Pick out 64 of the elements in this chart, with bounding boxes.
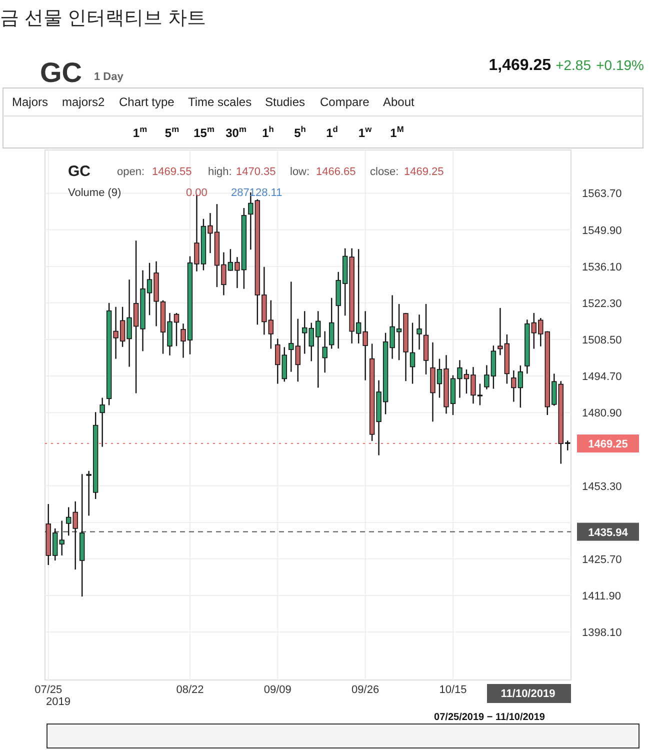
ref-line-label: 1435.94 — [588, 526, 629, 539]
text: 1,469.25 — [488, 57, 552, 74]
text: Studies — [265, 95, 306, 109]
y-tick-label: 1453.30 — [582, 480, 622, 493]
chart-title: 금 선물 인터랙티브 차트 — [0, 8, 206, 29]
candlestick — [100, 397, 105, 448]
text: 11/10/2019 — [500, 688, 556, 700]
y-tick-label: 1494.70 — [582, 371, 622, 384]
x-tick-label: 08/22 — [176, 684, 204, 696]
candlestick — [59, 520, 64, 556]
text: 1$^{w}$ — [358, 124, 372, 140]
ref-line-label: 1469.25 — [588, 438, 628, 450]
text: 1$^{h}$ — [262, 124, 274, 140]
annotation: GC — [68, 163, 91, 180]
text: 1 Day — [94, 71, 124, 83]
y-tick-label: 1522.30 — [582, 298, 622, 310]
annotation: close: — [370, 166, 399, 178]
annotation: 1466.65 — [316, 166, 356, 178]
annotation: 287128.11 — [231, 187, 282, 199]
candlestick — [322, 330, 328, 374]
text: Chart type — [119, 95, 175, 109]
text: 07/25/2019 − 11/10/2019 — [434, 712, 546, 723]
candlestick — [288, 281, 294, 372]
text: 5$^{h}$ — [294, 124, 306, 140]
annotation: low: — [290, 166, 310, 178]
text: GC — [40, 57, 82, 88]
text: 1$^{M}$ — [390, 124, 404, 140]
text: +2.85 — [556, 57, 592, 73]
text: majors2 — [62, 95, 106, 109]
x-tick-label: 09/26 — [352, 684, 380, 696]
y-tick-label: 1480.90 — [582, 408, 622, 420]
text: Compare — [320, 95, 370, 109]
candlestick — [416, 314, 422, 350]
text: Time scales — [188, 95, 252, 109]
x-tick-label: 07/25 — [34, 684, 62, 696]
annotation: 1469.55 — [152, 166, 192, 178]
text: 1$^{d}$ — [326, 124, 338, 140]
x-tick-label: 10/15 — [439, 684, 467, 696]
text: 2019 — [46, 696, 70, 708]
y-tick-label: 1398.10 — [582, 627, 622, 640]
y-tick-label: 1508.50 — [582, 334, 622, 346]
annotation: Volume (9) — [68, 187, 122, 199]
x-tick-label: 09/09 — [264, 684, 292, 696]
y-tick-label: 1536.10 — [582, 261, 622, 274]
y-tick-label: 1411.90 — [582, 590, 621, 602]
text: 15$^{m}$ — [194, 124, 214, 140]
text: 1$^{m}$ — [132, 124, 148, 140]
y-tick-label: 1549.90 — [582, 224, 622, 237]
text: About — [383, 95, 416, 109]
annotation: 1470.35 — [236, 166, 276, 178]
candlestick — [295, 318, 300, 382]
text: 5$^{m}$ — [164, 124, 180, 140]
y-tick-label: 1425.70 — [582, 554, 622, 566]
annotation: 0.00 — [186, 187, 208, 199]
text: 30$^{m}$ — [226, 124, 246, 140]
candlestick — [302, 310, 308, 354]
annotation: 1469.25 — [404, 166, 444, 178]
annotation: high: — [208, 166, 232, 178]
candlestick — [329, 297, 334, 350]
candlestick — [410, 322, 416, 384]
text: +0.19% — [596, 57, 644, 73]
annotation: open: — [117, 166, 145, 178]
text: Majors — [12, 95, 48, 109]
y-tick-label: 1563.70 — [582, 188, 622, 200]
